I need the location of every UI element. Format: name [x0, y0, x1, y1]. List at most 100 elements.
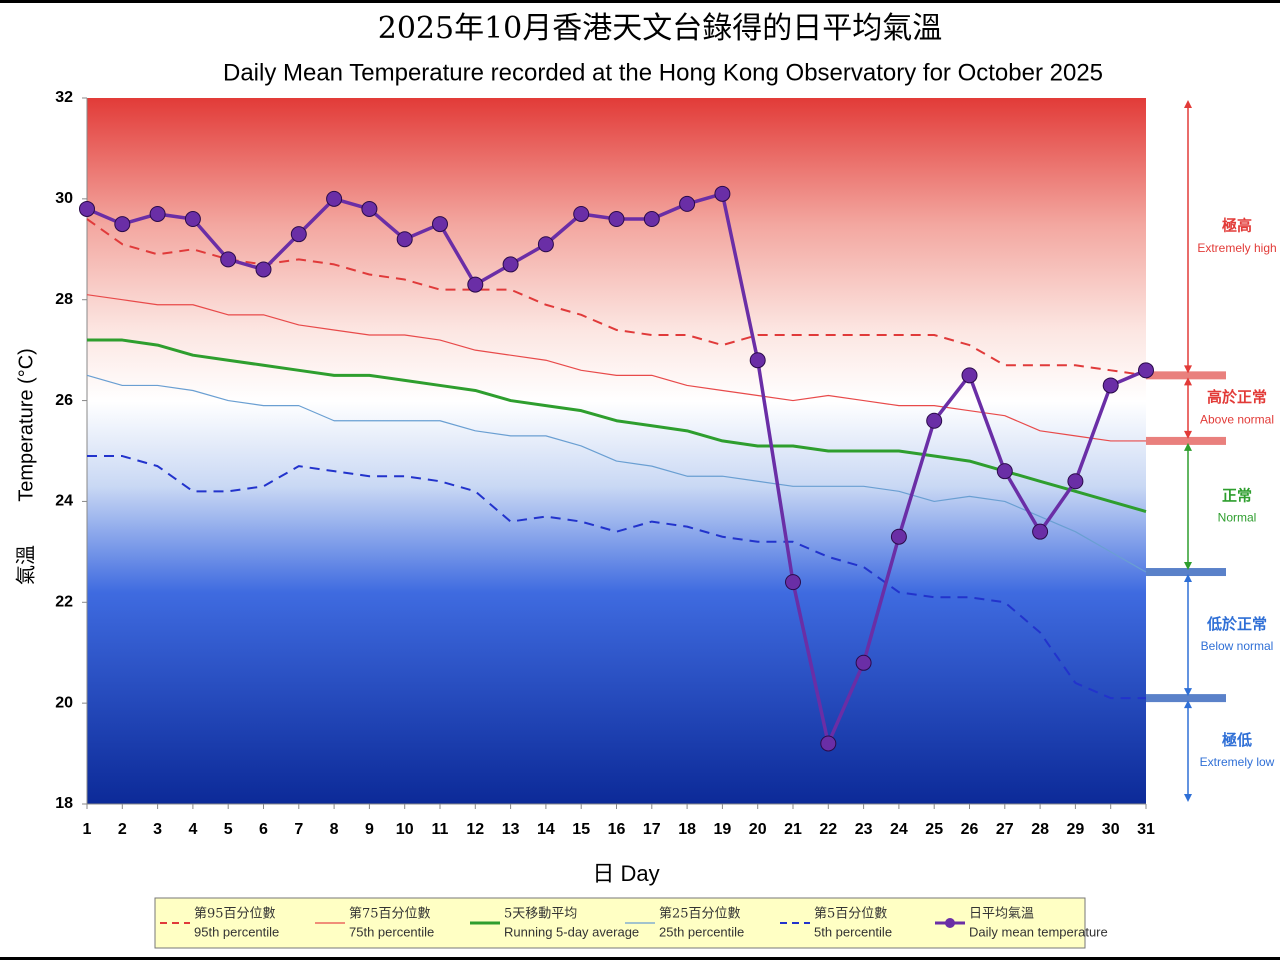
legend-label: 95th percentile [194, 924, 279, 939]
series-line [86, 294, 1146, 442]
data-point [396, 231, 413, 248]
y-tick-label: 24 [55, 493, 73, 510]
band-label-zh: 高於正常 [1207, 388, 1267, 406]
data-point [361, 200, 378, 217]
data-point [855, 654, 872, 671]
band-label-en: Extremely low [1200, 755, 1275, 769]
legend-label: Daily mean temperature [969, 924, 1108, 939]
y-tick-label: 18 [55, 795, 73, 812]
series-line [86, 374, 1147, 573]
data-point [714, 185, 731, 202]
data-point [926, 412, 943, 429]
x-tick-label: 25 [925, 821, 943, 838]
x-tick-label: 30 [1102, 821, 1120, 838]
legend-label-zh: 日平均氣溫 [969, 907, 1034, 922]
x-tick-label: 8 [330, 821, 339, 838]
band-label-zh: 極低 [1221, 731, 1252, 749]
legend-box [154, 897, 1086, 949]
data-point [573, 205, 590, 222]
frame-top [0, 0, 1280, 3]
x-tick-label: 28 [1031, 821, 1049, 838]
band-label-en: Extremely high [1197, 241, 1276, 255]
y-tick-label: 28 [55, 291, 73, 308]
x-tick-label: 15 [572, 821, 590, 838]
legend-label-zh: 5天移動平均 [504, 907, 577, 922]
x-tick-label: 9 [365, 821, 374, 838]
data-point [537, 236, 554, 253]
frame-bottom [0, 957, 1280, 960]
y-tick-label: 32 [55, 89, 73, 106]
data-point [290, 226, 307, 243]
data-point [749, 352, 766, 369]
legend-marker [945, 918, 955, 928]
x-tick-label: 4 [188, 821, 197, 838]
band-label-en: Below normal [1201, 639, 1274, 653]
chart-subtitle: Daily Mean Temperature recorded at the H… [223, 59, 1103, 86]
legend-label: Running 5-day average [504, 924, 639, 939]
band-label-zh: 低於正常 [1206, 615, 1267, 633]
y-tick-label: 22 [55, 594, 73, 611]
data-point [820, 735, 837, 752]
band-label-zh: 正常 [1222, 486, 1252, 504]
data-point [149, 205, 166, 222]
x-tick-label: 11 [432, 821, 449, 838]
legend-label-zh: 第25百分位數 [659, 907, 741, 922]
y-axis-label: Temperature (°C) [15, 348, 37, 502]
x-tick-label: 5 [224, 821, 233, 838]
data-point [184, 211, 201, 228]
legend-label-zh: 第95百分位數 [194, 907, 276, 922]
x-tick-label: 27 [996, 821, 1014, 838]
data-point [1032, 523, 1049, 540]
legend-label-zh: 第75百分位數 [349, 907, 431, 922]
x-axis-label: 日 Day [592, 861, 659, 886]
band-boundary-tab [1146, 371, 1226, 380]
chart-title: 2025年10月香港天文台錄得的日平均氣溫 [378, 11, 943, 46]
legend-label-zh: 第5百分位數 [814, 907, 887, 922]
data-point [785, 574, 801, 591]
x-tick-label: 22 [819, 821, 837, 838]
x-tick-label: 7 [294, 821, 303, 838]
y-tick-label: 20 [55, 694, 73, 711]
data-point [679, 195, 696, 212]
data-point [432, 216, 448, 233]
legend-label: 25th percentile [659, 924, 744, 939]
x-tick-label: 6 [259, 821, 268, 838]
x-tick-label: 24 [890, 821, 908, 838]
data-point [890, 528, 907, 545]
band-label-zh: 極高 [1221, 217, 1252, 235]
data-point [220, 251, 237, 268]
x-tick-label: 19 [714, 821, 732, 838]
band-boundary-tab [1146, 436, 1226, 445]
x-tick-label: 1 [83, 821, 92, 838]
x-tick-label: 10 [396, 821, 414, 838]
y-axis-label-zh: 氣溫 [14, 545, 37, 585]
data-point [961, 367, 978, 384]
x-tick-label: 17 [643, 821, 661, 838]
data-point [79, 200, 95, 217]
band-label-en: Above normal [1200, 412, 1274, 426]
y-tick-label: 26 [55, 392, 73, 409]
data-point [114, 216, 131, 233]
data-point [255, 261, 272, 278]
x-tick-label: 23 [855, 821, 873, 838]
x-tick-label: 3 [153, 821, 162, 838]
x-tick-label: 12 [466, 821, 484, 838]
x-tick-label: 29 [1067, 821, 1085, 838]
x-tick-label: 14 [537, 821, 555, 838]
data-point [996, 463, 1013, 480]
x-tick-label: 18 [678, 821, 696, 838]
x-tick-label: 13 [502, 821, 520, 838]
plot-background [87, 98, 1146, 804]
legend-label: 75th percentile [349, 924, 434, 939]
data-point [608, 211, 625, 228]
band-boundary-tab [1146, 568, 1226, 577]
data-point [643, 211, 660, 228]
x-tick-label: 31 [1137, 821, 1155, 838]
x-tick-label: 20 [749, 821, 767, 838]
y-tick-label: 30 [55, 190, 73, 207]
data-point [467, 276, 484, 293]
data-point [1102, 377, 1119, 394]
data-point [326, 190, 343, 207]
